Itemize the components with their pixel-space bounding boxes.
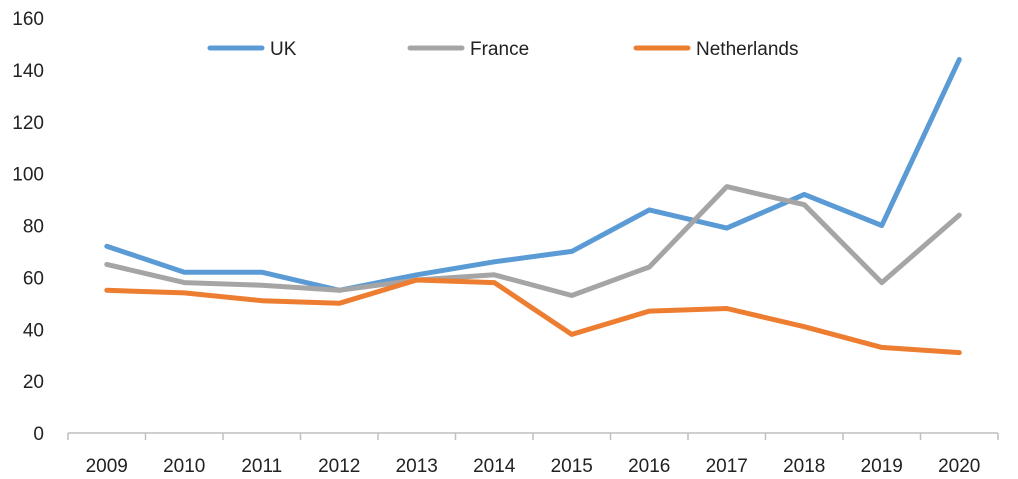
y-tick-label: 20 — [23, 372, 44, 393]
legend-item-france: France — [407, 39, 529, 60]
x-tick-label: 2018 — [783, 456, 825, 477]
series-line-france — [104, 184, 962, 298]
legend-label: Netherlands — [696, 39, 798, 60]
x-tick-label: 2019 — [861, 456, 903, 477]
legend-label: France — [470, 39, 529, 60]
x-tick-label: 2020 — [938, 456, 980, 477]
x-tick-label: 2016 — [628, 456, 670, 477]
legend-label: UK — [270, 39, 297, 60]
y-tick-label: 140 — [12, 61, 44, 82]
y-tick-label: 160 — [12, 9, 44, 30]
x-tick-label: 2009 — [86, 456, 128, 477]
x-tick-label: 2017 — [706, 456, 748, 477]
series-group — [104, 57, 962, 356]
legend-item-uk: UK — [207, 39, 297, 60]
y-tick-label: 0 — [33, 424, 44, 445]
series-line-uk — [104, 57, 962, 293]
y-tick-label: 120 — [12, 113, 44, 134]
x-tick-label: 2010 — [163, 456, 205, 477]
y-axis: 0 20 40 60 80 100 120 140 160 — [12, 9, 44, 445]
x-tick-label: 2014 — [473, 456, 516, 477]
x-tick-label: 2013 — [396, 456, 438, 477]
legend: UK France Netherlands — [207, 39, 798, 60]
x-tick-label: 2012 — [318, 456, 360, 477]
series-line-netherlands — [104, 277, 962, 356]
x-tick-label: 2011 — [241, 456, 282, 477]
x-axis: 2009 2010 2011 2012 2013 2014 2015 2016 2017 2018… — [67, 432, 999, 477]
y-tick-label: 80 — [23, 217, 44, 238]
x-tick-label: 2015 — [551, 456, 593, 477]
y-tick-label: 40 — [23, 320, 44, 341]
y-tick-label: 60 — [23, 268, 44, 289]
y-tick-label: 100 — [12, 165, 44, 186]
legend-item-netherlands: Netherlands — [633, 39, 798, 60]
